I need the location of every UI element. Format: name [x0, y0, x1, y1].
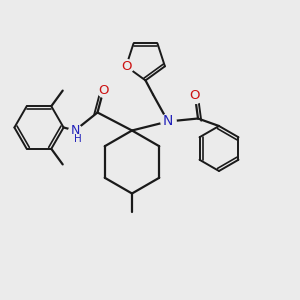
Text: O: O [190, 89, 200, 103]
Text: N: N [163, 115, 173, 128]
Text: O: O [121, 60, 131, 73]
Text: N: N [70, 124, 80, 137]
Text: O: O [98, 83, 109, 97]
Text: H: H [74, 134, 81, 144]
